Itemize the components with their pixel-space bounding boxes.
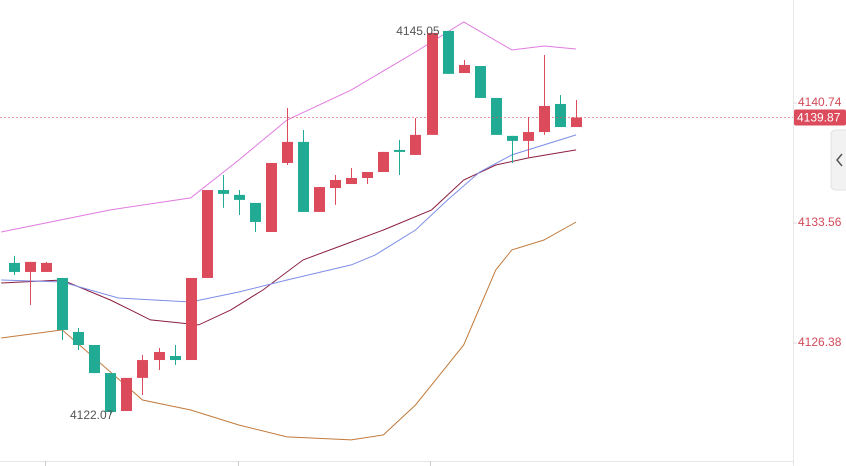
- candle: [250, 202, 261, 232]
- candle-body: [121, 377, 132, 412]
- y-tick-label: 4126.38: [798, 335, 842, 349]
- indicator-line: [1, 21, 577, 233]
- candle-body: [105, 373, 116, 413]
- candle-body: [394, 149, 405, 152]
- last-price-badge: [794, 109, 846, 126]
- side-toggle-icon[interactable]: [836, 153, 843, 167]
- candle: [105, 373, 116, 416]
- candle: [410, 118, 421, 155]
- candle-body: [170, 356, 181, 361]
- candle: [427, 32, 438, 135]
- candle: [41, 261, 52, 272]
- candle-body: [410, 134, 421, 155]
- low-annotation: 4122.07: [70, 408, 114, 422]
- candle: [475, 66, 486, 98]
- y-tick-label: 4133.56: [798, 215, 842, 229]
- candle-body: [218, 190, 229, 194]
- indicator-line: [1, 149, 577, 326]
- candle-body: [475, 66, 486, 98]
- candle: [298, 130, 309, 212]
- last-price-label: 4139.87: [797, 111, 841, 125]
- candle-body: [443, 30, 454, 74]
- candle-body: [459, 65, 470, 74]
- indicator-line: [1, 221, 577, 441]
- y-tick-label: 4140.74: [798, 95, 842, 109]
- candle-body: [555, 103, 566, 128]
- candle: [218, 175, 229, 208]
- candle: [491, 97, 502, 135]
- candle: [9, 255, 20, 275]
- candle-body: [523, 132, 534, 141]
- candle: [459, 60, 470, 74]
- candle-body: [571, 117, 582, 128]
- candle-body: [330, 180, 341, 189]
- candle-body: [314, 187, 325, 212]
- candle-body: [9, 262, 20, 272]
- candle-body: [154, 352, 165, 361]
- candle-body: [427, 32, 438, 135]
- candle: [89, 344, 100, 374]
- candle: [507, 135, 518, 163]
- candle: [443, 30, 454, 74]
- side-toggle[interactable]: [830, 129, 846, 191]
- candle-body: [362, 171, 373, 179]
- candle-body: [73, 331, 84, 345]
- candle-body: [25, 261, 36, 272]
- candle-body: [41, 262, 52, 272]
- candle: [202, 190, 213, 278]
- candle: [523, 117, 534, 158]
- candle: [539, 54, 550, 135]
- candle: [154, 347, 165, 371]
- candle: [346, 167, 357, 185]
- indicator-line: [1, 134, 577, 303]
- candle-body: [282, 141, 293, 163]
- candle: [394, 139, 405, 176]
- candle-body: [266, 162, 277, 232]
- candle: [330, 175, 341, 205]
- candle-body: [186, 277, 197, 361]
- candle: [186, 277, 197, 361]
- candle-body: [250, 202, 261, 222]
- high-annotation: 4145.05: [396, 24, 440, 38]
- candle-body: [346, 178, 357, 185]
- candle: [121, 377, 132, 412]
- candle: [282, 107, 293, 165]
- candle-body: [57, 277, 68, 330]
- candle: [73, 327, 84, 351]
- candle-body: [491, 97, 502, 135]
- candle-body: [539, 105, 550, 133]
- candle-body: [298, 141, 309, 212]
- candle: [25, 261, 36, 306]
- candle: [362, 171, 373, 185]
- side-toggle-bg[interactable]: [830, 129, 846, 191]
- candle-body: [507, 135, 518, 141]
- candle: [57, 277, 68, 340]
- candle-body: [202, 190, 213, 278]
- candle-body: [378, 151, 389, 172]
- candle: [571, 99, 582, 128]
- candle: [314, 187, 325, 212]
- candle-body: [234, 194, 245, 200]
- candle: [266, 162, 277, 232]
- candle-body: [137, 360, 148, 378]
- candle: [137, 355, 148, 395]
- candle-body: [89, 344, 100, 374]
- candle: [170, 344, 181, 366]
- candle: [555, 94, 566, 128]
- candle: [234, 190, 245, 215]
- candle: [378, 151, 389, 172]
